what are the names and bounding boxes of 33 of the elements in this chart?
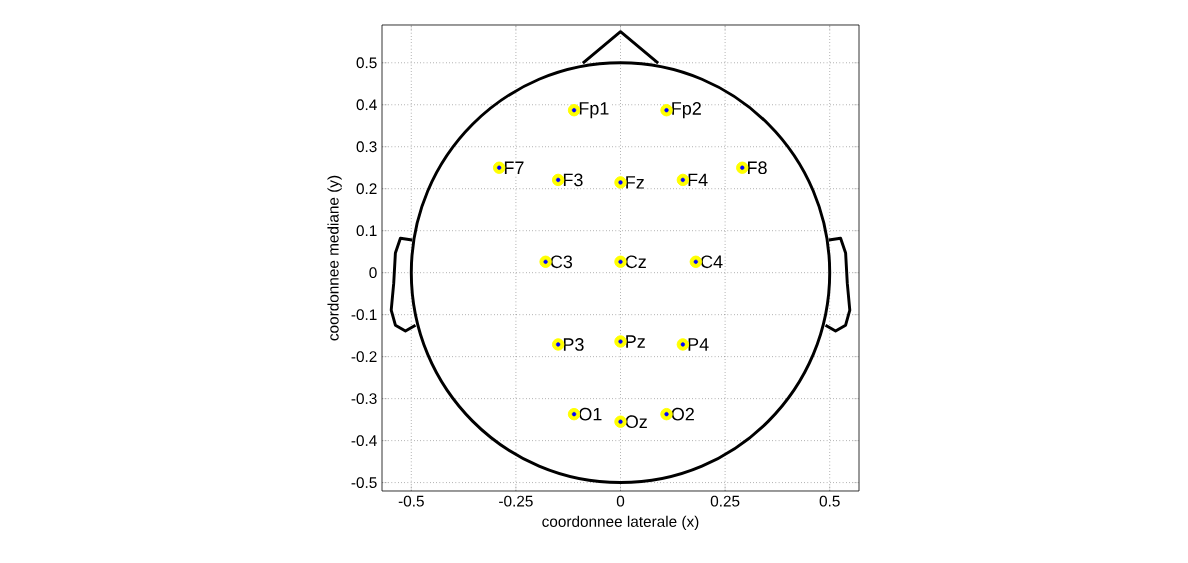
x-tick-label: -0.25 (499, 495, 533, 507)
y-tick-label: -0.2 (351, 351, 377, 363)
annotation: Fz (626, 176, 644, 189)
y-tick-label: 0.1 (356, 225, 377, 237)
annotation: Fp1 (579, 102, 609, 119)
y-tick-label: 0.2 (356, 183, 377, 195)
annotation: F4 (688, 173, 708, 187)
annotation: O1 (579, 407, 602, 421)
annotation: Pz (626, 335, 645, 348)
y-tick-label: 0 (369, 267, 377, 279)
annotation: C3 (550, 255, 573, 269)
annotation: F7 (504, 161, 524, 174)
y-tick-label: 0.4 (356, 99, 377, 111)
y-axis-title: coordonnee mediane (y) (327, 175, 342, 341)
y-tick-label: -0.5 (351, 477, 377, 489)
annotation: Cz (625, 255, 646, 269)
annotation: C4 (701, 255, 723, 269)
y-tick-label: -0.4 (351, 435, 377, 447)
annotation: F8 (748, 161, 767, 175)
annotation: F3 (563, 173, 583, 187)
x-tick-label: 0 (616, 495, 625, 507)
annotation: Oz (625, 415, 647, 429)
annotation: P3 (563, 338, 584, 351)
x-tick-label: 0.25 (710, 495, 740, 507)
annotation: P4 (688, 338, 709, 351)
y-tick-label: 0.3 (356, 141, 377, 153)
annotation: Fp2 (672, 102, 701, 119)
x-tick-label: -0.5 (398, 495, 424, 507)
y-tick-label: -0.3 (351, 393, 377, 405)
y-tick-label: -0.1 (351, 309, 377, 321)
x-tick-label: 0.5 (819, 495, 840, 507)
x-axis-title: coordonnee laterale (x) (542, 515, 699, 530)
y-tick-label: 0.5 (356, 57, 377, 69)
